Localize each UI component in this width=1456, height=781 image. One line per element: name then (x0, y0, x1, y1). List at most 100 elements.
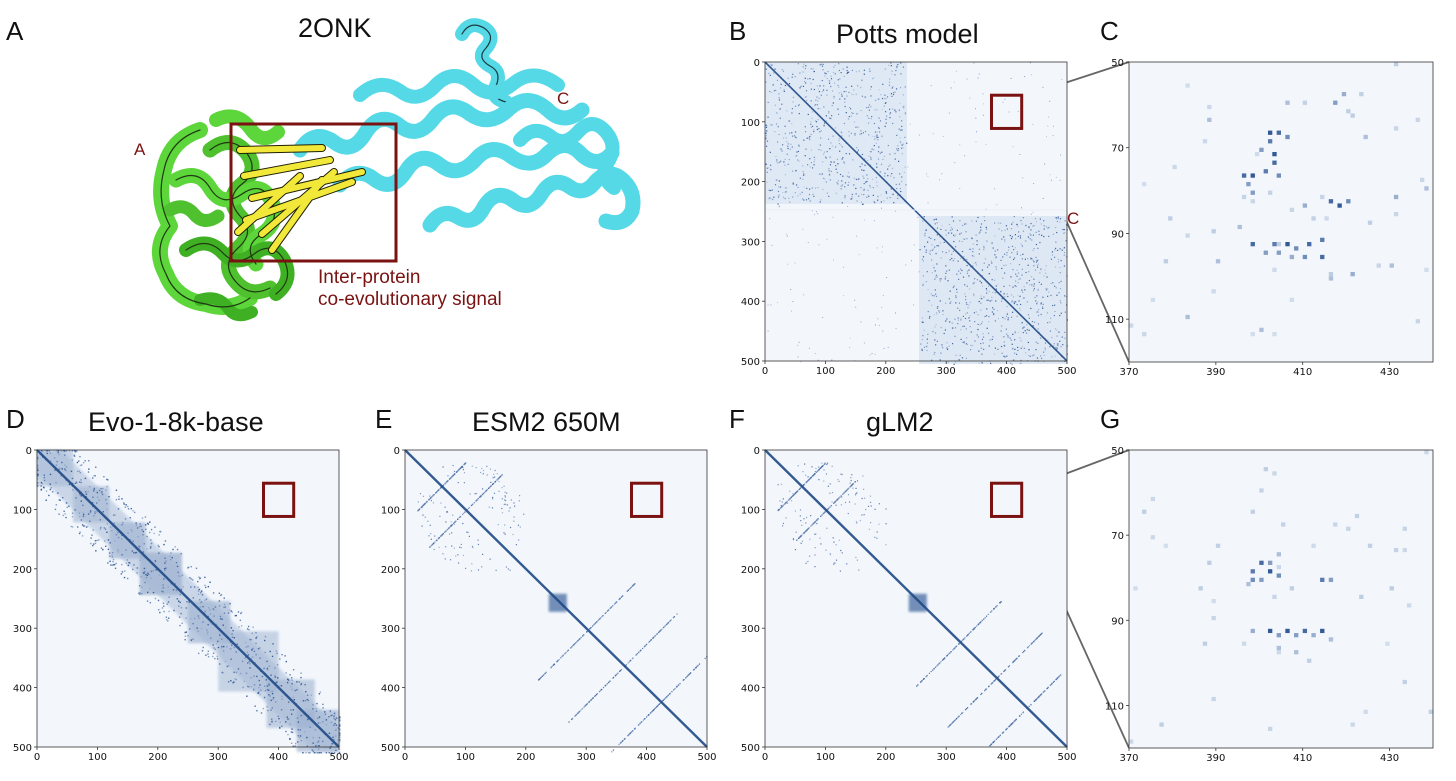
contact-cell (837, 84, 839, 87)
contact-cell (1337, 203, 1342, 208)
contact-cell (457, 518, 459, 520)
diagonal (404, 449, 708, 748)
contact-cell (896, 67, 898, 69)
x-tick-label: 430 (1380, 753, 1399, 764)
contact-cell (606, 610, 609, 612)
contact-cell (293, 699, 296, 701)
contact-cell (946, 654, 949, 656)
contact-cell (966, 270, 968, 272)
contact-cell (840, 144, 842, 146)
contact-cell (860, 321, 862, 323)
contact-cell (444, 483, 446, 485)
contact-cell (833, 562, 835, 564)
contact-cell (928, 317, 931, 319)
contact-cell (471, 563, 473, 565)
contact-cell (986, 289, 988, 291)
contact-cell (934, 339, 936, 341)
contact-cell (878, 131, 881, 133)
contact-cell (339, 738, 341, 741)
contact-cell (981, 620, 983, 622)
contact-cell (193, 586, 196, 588)
contact-cell (63, 510, 65, 512)
contact-cell (1001, 298, 1003, 300)
contact-cell (504, 491, 506, 493)
contact-cell (616, 601, 618, 603)
contact-cell (928, 252, 930, 254)
contact-cell (977, 77, 979, 79)
contact-cell (198, 588, 200, 591)
contact-cell (686, 676, 688, 678)
contact-cell (897, 145, 899, 147)
contact-cell (1000, 291, 1002, 293)
contact-cell (149, 601, 152, 604)
contact-cell (1241, 641, 1247, 646)
contact-cell (257, 692, 260, 694)
contact-cell (668, 620, 671, 623)
contact-cell (1263, 169, 1268, 174)
contact-cell (134, 552, 137, 554)
contact-cell (879, 152, 881, 154)
contact-cell (897, 197, 899, 199)
contact-cell (339, 736, 341, 738)
contact-cell (927, 310, 929, 313)
contact-cell (830, 161, 832, 163)
contact-cell (991, 299, 993, 301)
contact-cell (858, 569, 860, 571)
contact-cell (87, 491, 89, 493)
contact-cell (830, 505, 832, 507)
contact-cell (417, 510, 419, 512)
contact-cell (76, 450, 78, 453)
contact-cell (902, 66, 905, 68)
contact-cell (1030, 222, 1032, 225)
contact-cell (281, 695, 283, 698)
contact-cell (1029, 62, 1031, 64)
contact-cell (78, 512, 81, 514)
contact-cell (940, 228, 942, 231)
contact-cell (1008, 665, 1011, 667)
contact-cell (959, 309, 961, 312)
contact-cell (932, 264, 934, 266)
contact-cell (766, 167, 768, 169)
contact-cell (58, 513, 60, 515)
contact-cell (930, 670, 932, 673)
contact-cell (933, 219, 935, 221)
contact-cell (1056, 347, 1059, 349)
contact-cell (64, 450, 66, 452)
contact-cell (900, 180, 903, 183)
contact-cell (953, 363, 955, 365)
contact-cell (180, 553, 182, 555)
contact-cell (481, 488, 484, 490)
contact-cell (802, 66, 804, 68)
contact-cell (669, 620, 671, 622)
contact-cell (620, 596, 622, 598)
contact-cell (774, 184, 777, 186)
contact-cell (138, 547, 140, 549)
contact-cell (941, 251, 944, 253)
contact-cell (1328, 199, 1334, 204)
contact-cell (973, 62, 975, 64)
contact-cell (207, 615, 209, 618)
contact-cell (1267, 726, 1273, 731)
contact-cell (935, 293, 937, 295)
contact-cell (237, 611, 240, 613)
contact-cell (926, 173, 928, 175)
contact-cell (219, 634, 221, 636)
contact-cell (1065, 224, 1068, 226)
contact-cell (1003, 236, 1005, 238)
contact-cell (167, 620, 169, 622)
contact-cell (837, 163, 839, 165)
contact-cell (823, 122, 826, 124)
contact-cell (955, 296, 957, 299)
contact-cell (1058, 331, 1060, 333)
contact-cell (985, 688, 988, 690)
contact-cell (1059, 300, 1061, 302)
contact-cell (683, 678, 685, 681)
contact-cell (833, 502, 835, 504)
contact-cell (607, 681, 610, 684)
contact-cell (71, 477, 74, 480)
contact-cell (1015, 658, 1017, 660)
contact-cell (177, 571, 179, 574)
contact-cell (976, 334, 978, 336)
contact-cell (972, 243, 974, 245)
contact-cell (871, 115, 873, 118)
